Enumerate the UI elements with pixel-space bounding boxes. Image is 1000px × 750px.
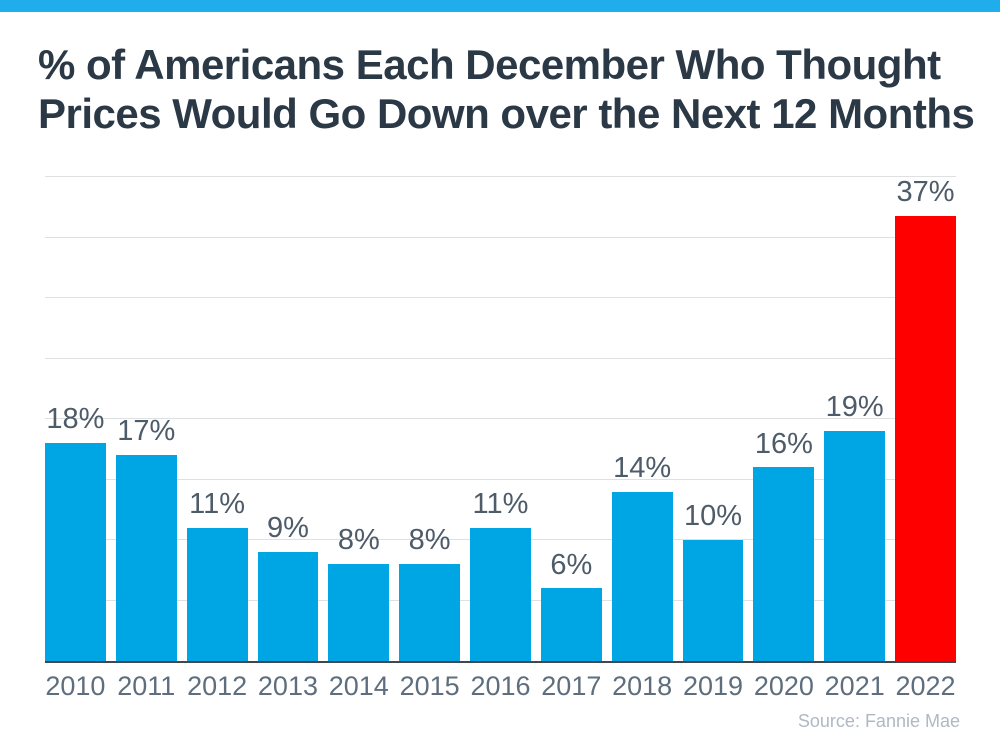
bar-value-label: 14% [613,451,672,484]
bar-series: 18% 17% 11% 9% 8% 8% 11% 6% 14% 10% 16% 19% 37% [45,176,956,661]
bar-value-label: 17% [117,415,176,448]
bar-value-label: 8% [408,524,451,557]
x-axis-label-2010: 2010 [45,671,106,701]
bar-2014 [328,564,390,661]
bar-2021 [824,431,886,661]
x-axis-labels: 2010 2011 2012 2013 2014 2015 2016 2017 2018 2019… [45,671,956,702]
x-axis-label-2017: 2017 [541,671,602,701]
bar-column-2013: 9% [257,177,319,661]
gridline-30 [45,297,956,298]
bar-2012 [186,527,248,661]
bar-2011 [115,455,177,661]
bar-value-label: 9% [266,512,309,545]
x-axis-label-2014: 2014 [328,671,389,701]
bar-column-2016: 11% [470,177,531,661]
gridline-35 [45,236,956,238]
x-axis-label-2021: 2021 [824,671,885,701]
x-axis-label-2015: 2015 [399,671,460,701]
bar-column-2020: 16% [753,177,815,661]
gridline-15 [45,478,956,480]
x-axis-label-2019: 2019 [682,671,744,701]
bar-2022 [895,215,956,661]
x-axis-label-2022: 2022 [895,671,956,701]
bar-2010 [45,443,106,661]
chart-title-line-1: % of Americans Each December Who Thought [38,41,941,88]
x-axis-label-2020: 2020 [753,671,814,701]
gridline-25 [45,357,956,359]
bar-value-label: 16% [754,427,813,460]
bar-value-label: 11% [189,488,246,521]
bar-value-label: 10% [683,500,743,533]
bar-column-2019: 10% [682,177,744,661]
bar-column-2017: 6% [540,177,602,661]
bar-column-2022: 37% [895,176,956,661]
x-axis-label-2012: 2012 [187,671,248,701]
gridline-40 [45,176,956,177]
source-credit: Source: Fannie Mae [797,711,960,731]
bar-column-2012: 11% [186,177,248,661]
bar-column-2010: 18% [45,177,106,661]
bar-2015 [399,564,461,661]
bar-column-2011: 17% [115,177,177,661]
bar-value-label: 8% [337,524,380,557]
bar-value-label: 37% [896,176,955,208]
x-axis-label-2016: 2016 [470,671,531,701]
bar-2019 [682,540,744,661]
bar-column-2015: 8% [399,177,461,661]
bar-2013 [257,552,319,661]
x-axis-label-2018: 2018 [612,671,673,701]
x-axis-label-2013: 2013 [257,671,318,701]
chart-title: % of Americans Each December Who Thought… [38,40,975,138]
gridline-20 [45,418,956,419]
bar-value-label: 19% [825,391,884,424]
plot-area: 18% 17% 11% 9% 8% 8% 11% 6% 14% 10% 16% 19% 37% [45,176,956,663]
bar-value-label: 18% [46,403,105,436]
bar-column-2018: 14% [611,177,673,661]
bar-2017 [540,588,602,661]
bar-value-label: 6% [550,548,593,581]
chart-title-line-2: Prices Would Go Down over the Next 12 Mo… [38,90,975,138]
accent-strip [0,0,1000,12]
bar-2018 [611,491,673,661]
bar-2016 [470,527,531,661]
bar-column-2014: 8% [328,177,390,661]
bar-value-label: 11% [472,488,529,521]
x-axis-line [45,661,956,663]
bar-2020 [753,467,815,661]
x-axis-label-2011: 2011 [117,671,176,701]
bar-column-2021: 19% [824,177,886,661]
